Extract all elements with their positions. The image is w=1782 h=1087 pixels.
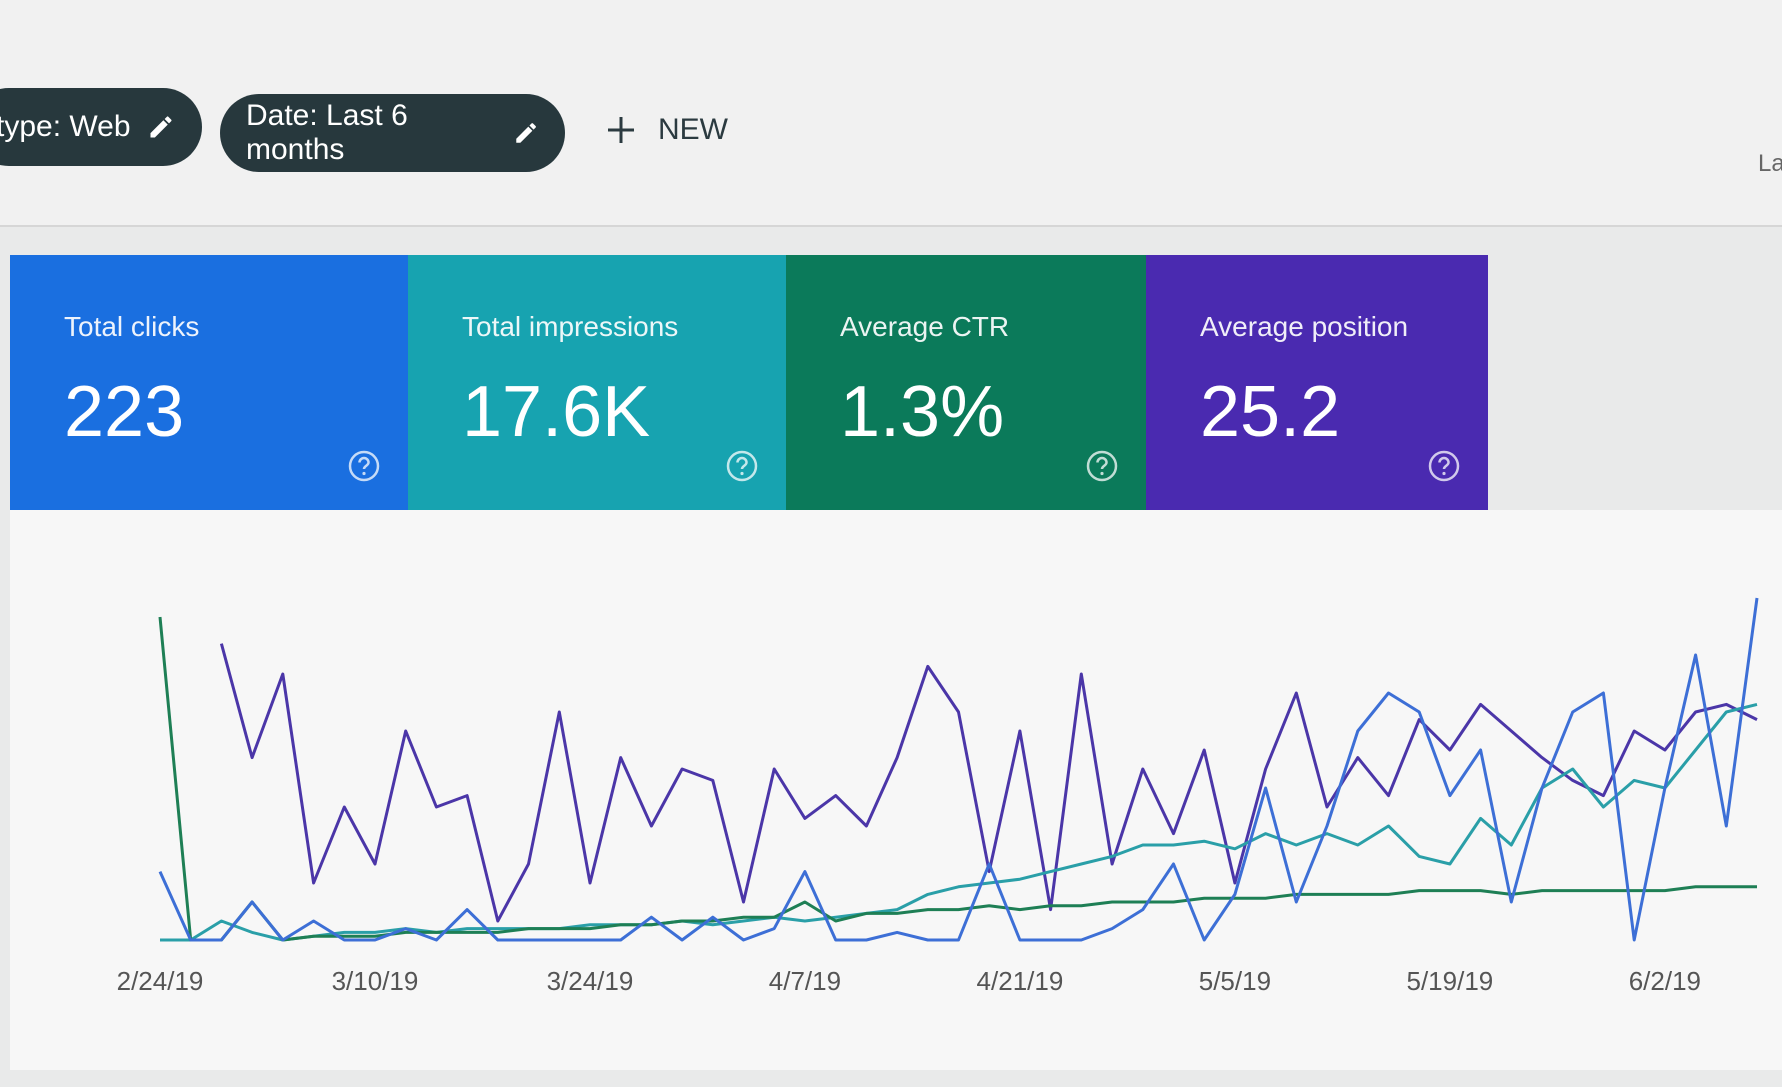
help-circle (348, 450, 380, 482)
help-circle (1428, 450, 1460, 482)
new-button[interactable]: NEW (606, 100, 728, 160)
new-label: NEW (658, 113, 728, 146)
x-tick-label: 4/7/19 (769, 966, 841, 996)
series-line (219, 643, 1758, 923)
help-circle (726, 450, 758, 482)
help-mark (736, 456, 748, 470)
plus-icon (608, 117, 634, 143)
series-line (160, 702, 1758, 942)
x-tick-label: 5/19/19 (1407, 966, 1494, 996)
metric-card[interactable]: Average CTR 1.3% (786, 255, 1146, 510)
chip-label: type: Web (0, 110, 131, 143)
filter-chip[interactable]: Date: Last 6 months (220, 94, 565, 172)
metric-title: Total impressions (462, 311, 679, 342)
x-tick-label: 2/24/19 (117, 966, 204, 996)
metric-value: 1.3% (840, 372, 1005, 452)
series-line (158, 616, 1757, 942)
metric-title: Average position (1200, 311, 1409, 342)
x-tick-label: 3/24/19 (547, 966, 634, 996)
metric-value: 17.6K (462, 372, 651, 452)
help-icon (1086, 450, 1118, 482)
help-dot (740, 471, 744, 476)
metric-value: 223 (64, 372, 185, 452)
help-mark (1438, 456, 1450, 470)
metric-card[interactable]: Total impressions 17.6K (408, 255, 786, 510)
help-icon (1428, 450, 1460, 482)
filter-bar: type: Web Date: Last 6 months NEW La (0, 0, 1782, 227)
help-mark (358, 456, 370, 470)
x-tick-label: 3/10/19 (332, 966, 419, 996)
filter-chip[interactable]: type: Web (0, 88, 202, 166)
x-tick-label: 5/5/19 (1199, 966, 1271, 996)
chart-panel (10, 510, 1782, 1070)
help-dot (1442, 471, 1446, 476)
metric-value: 25.2 (1200, 372, 1341, 452)
edit-icon (516, 123, 536, 143)
side-text: La (1758, 150, 1782, 177)
help-circle (1086, 450, 1118, 482)
metric-cards: Total clicks 223 Total impressions 17.6K Ave… (10, 255, 1488, 510)
help-dot (1100, 471, 1104, 476)
series-line (158, 597, 1759, 942)
x-tick-label: 4/21/19 (977, 966, 1064, 996)
help-dot (362, 471, 366, 476)
help-mark (1096, 456, 1108, 470)
metric-card[interactable]: Total clicks 223 (10, 255, 408, 510)
metric-card[interactable]: Average position 25.2 (1146, 255, 1488, 510)
x-tick-label: 6/2/19 (1629, 966, 1701, 996)
edit-icon (150, 116, 172, 138)
chip-label: Date: Last 6 months (246, 99, 408, 166)
help-icon (726, 450, 758, 482)
help-icon (348, 450, 380, 482)
metric-title: Average CTR (840, 311, 1010, 342)
metric-title: Total clicks (64, 311, 200, 342)
